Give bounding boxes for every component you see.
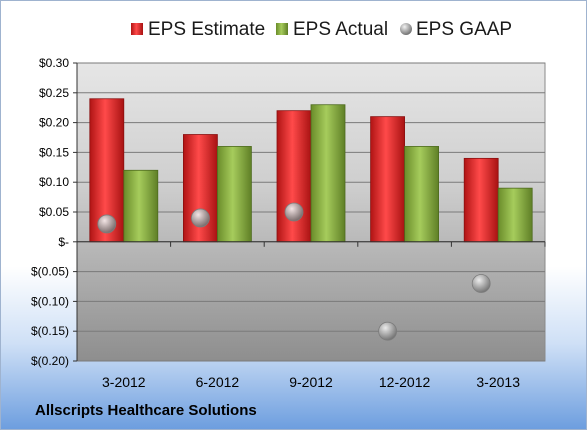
bar-eps-actual xyxy=(123,169,159,243)
y-tick-label: $0.05 xyxy=(39,205,69,219)
axes: $0.30 $0.25 $0.20 $0.15 $0.10 $0.05 $- $(0.05) $… xyxy=(31,56,546,390)
y-tick-label: $0.10 xyxy=(39,175,69,189)
company-name: Allscripts Healthcare Solutions xyxy=(35,402,257,419)
legend-swatch-gaap xyxy=(400,23,412,35)
y-tick-label: $0.25 xyxy=(39,86,69,100)
bar-eps-actual xyxy=(216,146,252,243)
bar-eps-estimate xyxy=(370,116,406,243)
bars xyxy=(89,98,533,243)
marker-eps-gaap xyxy=(378,321,398,341)
bar-eps-estimate xyxy=(276,110,312,243)
x-tick-label: 9-2012 xyxy=(289,374,333,390)
y-tick-label: $(0.15) xyxy=(31,324,69,338)
x-tick-label: 3-2012 xyxy=(102,374,146,390)
y-tick-label: $- xyxy=(58,235,69,249)
legend-swatch-estimate xyxy=(131,23,143,35)
y-tick-label: $0.30 xyxy=(39,56,69,70)
marker-eps-gaap xyxy=(97,214,117,234)
y-tick-label: $(0.05) xyxy=(31,265,69,279)
legend-swatch-actual xyxy=(276,23,288,35)
x-tick-label: 3-2013 xyxy=(476,374,520,390)
y-tick-label: $(0.10) xyxy=(31,294,69,308)
gaap-markers xyxy=(97,202,491,341)
marker-eps-gaap xyxy=(471,274,491,293)
y-tick-label: $(0.20) xyxy=(31,354,69,368)
y-tick-label: $0.20 xyxy=(39,116,69,130)
bar-eps-estimate xyxy=(463,157,499,243)
legend-label-actual: EPS Actual xyxy=(293,19,388,40)
legend-label-estimate: EPS Estimate xyxy=(148,19,265,40)
bar-eps-actual xyxy=(497,187,533,243)
y-tick-label: $0.15 xyxy=(39,145,69,159)
x-tick-label: 12-2012 xyxy=(379,374,431,390)
legend-label-gaap: EPS GAAP xyxy=(416,19,512,40)
x-tick-label: 6-2012 xyxy=(196,374,240,390)
bar-eps-actual xyxy=(310,104,346,243)
legend: EPS Estimate EPS Actual EPS GAAP xyxy=(131,19,512,40)
marker-eps-gaap xyxy=(190,208,210,228)
bar-eps-actual xyxy=(404,146,440,243)
marker-eps-gaap xyxy=(284,202,304,222)
